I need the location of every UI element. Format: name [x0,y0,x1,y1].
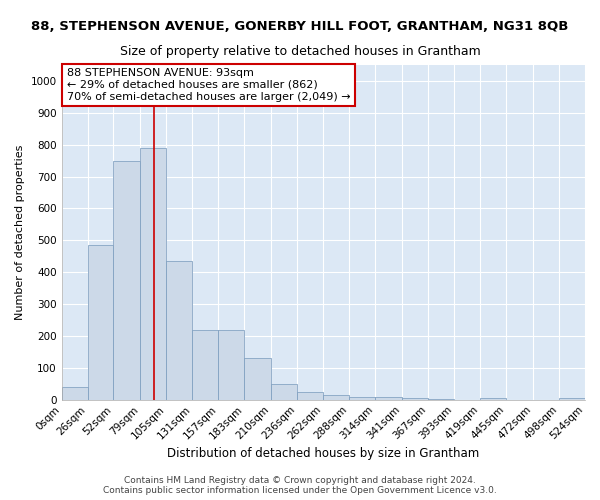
Bar [297,392,323,400]
Bar [193,330,218,400]
Text: Contains HM Land Registry data © Crown copyright and database right 2024.
Contai: Contains HM Land Registry data © Crown c… [103,476,497,495]
Bar [402,398,428,400]
Bar [244,358,271,400]
Bar [271,384,297,400]
Bar [218,330,244,400]
Bar [166,261,193,400]
Bar [559,398,585,400]
Bar [428,399,454,400]
Bar [62,387,88,400]
Y-axis label: Number of detached properties: Number of detached properties [15,144,25,320]
Bar [88,245,113,400]
Text: Size of property relative to detached houses in Grantham: Size of property relative to detached ho… [119,45,481,58]
Bar [349,396,375,400]
Bar [375,397,402,400]
Bar [480,398,506,400]
Text: 88, STEPHENSON AVENUE, GONERBY HILL FOOT, GRANTHAM, NG31 8QB: 88, STEPHENSON AVENUE, GONERBY HILL FOOT… [31,20,569,33]
Bar [323,395,349,400]
Bar [113,160,140,400]
Bar [140,148,166,400]
X-axis label: Distribution of detached houses by size in Grantham: Distribution of detached houses by size … [167,447,479,460]
Text: 88 STEPHENSON AVENUE: 93sqm
← 29% of detached houses are smaller (862)
70% of se: 88 STEPHENSON AVENUE: 93sqm ← 29% of det… [67,68,350,102]
